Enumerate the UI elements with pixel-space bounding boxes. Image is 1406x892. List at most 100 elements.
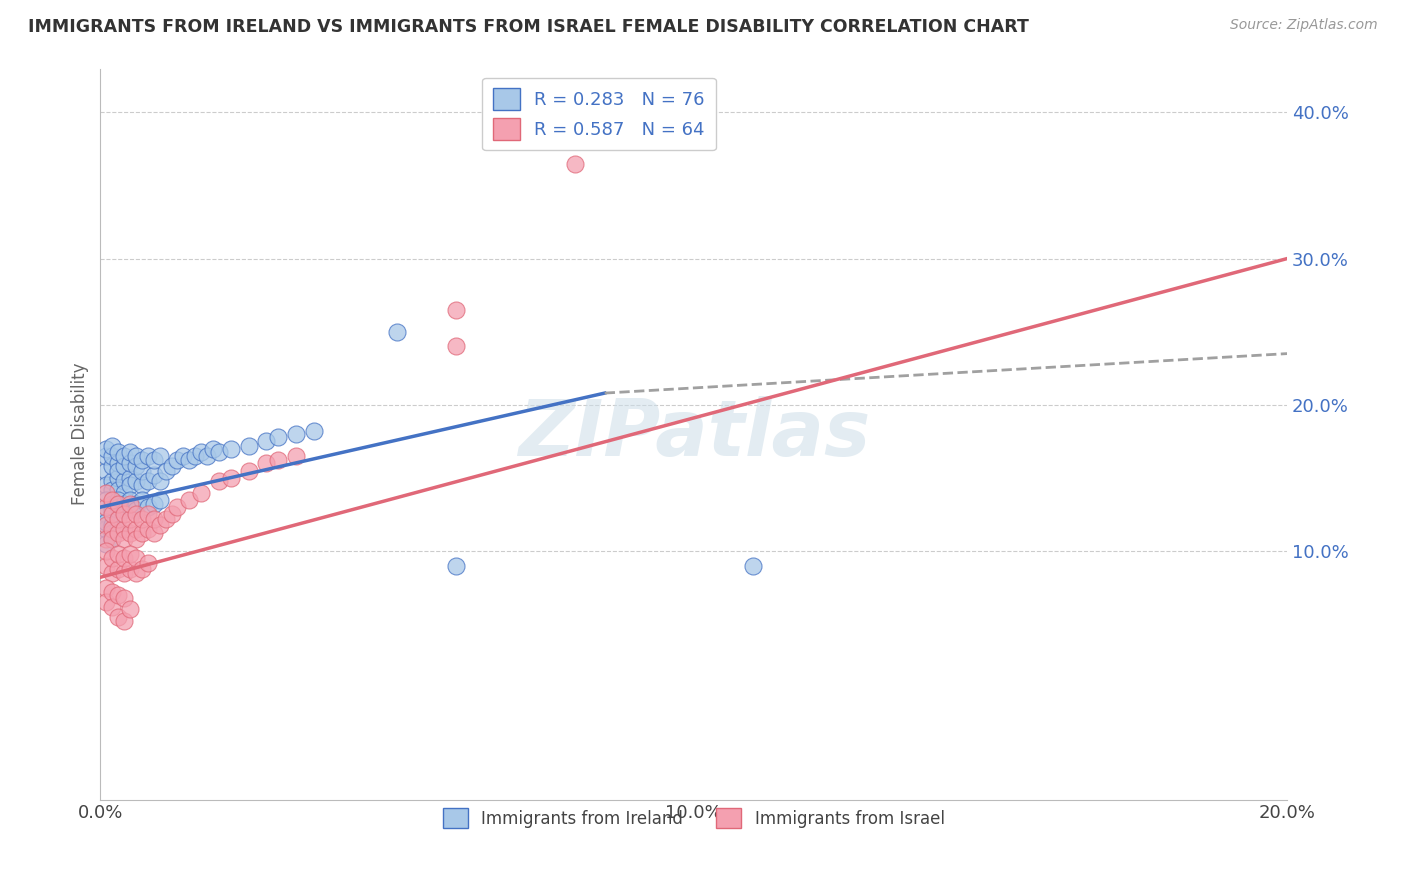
Point [179, 492, 201, 507]
Point [149, 449, 172, 463]
Point [118, 471, 141, 485]
Y-axis label: Female Disability: Female Disability [72, 363, 89, 505]
Point [179, 453, 201, 467]
Point [101, 474, 124, 488]
Point [112, 591, 135, 605]
Point [166, 500, 188, 515]
Point [136, 500, 159, 515]
Point [101, 522, 124, 536]
Point [112, 551, 135, 566]
Point [107, 444, 129, 458]
Point [238, 439, 260, 453]
Point [112, 566, 135, 580]
Point [96, 517, 118, 532]
Point [155, 464, 177, 478]
Point [136, 556, 159, 570]
Point [101, 517, 124, 532]
Point [101, 533, 124, 547]
Point [219, 471, 242, 485]
Point [118, 561, 141, 575]
Point [256, 434, 278, 449]
Point [96, 522, 118, 536]
Point [101, 526, 124, 541]
Point [131, 526, 153, 541]
Point [96, 478, 118, 492]
Point [131, 512, 153, 526]
Point [131, 464, 153, 478]
Point [136, 522, 159, 536]
Point [107, 456, 129, 470]
Point [149, 517, 172, 532]
Point [107, 500, 129, 515]
Point [107, 547, 129, 561]
Point [96, 581, 118, 595]
Point [107, 588, 129, 602]
Point [112, 497, 135, 511]
Point [118, 444, 141, 458]
Point [118, 492, 141, 507]
Point [112, 459, 135, 474]
Point [112, 474, 135, 488]
Point [107, 609, 129, 624]
Point [166, 453, 188, 467]
Point [125, 533, 148, 547]
Point [118, 500, 141, 515]
Point [267, 453, 290, 467]
Point [96, 485, 118, 500]
Point [96, 508, 118, 522]
Point [742, 558, 765, 573]
Point [107, 512, 129, 526]
Point [302, 424, 325, 438]
Point [142, 467, 165, 482]
Point [446, 339, 468, 353]
Point [125, 459, 148, 474]
Point [219, 442, 242, 456]
Point [118, 602, 141, 616]
Point [285, 449, 308, 463]
Point [160, 459, 183, 474]
Point [160, 508, 183, 522]
Point [446, 302, 468, 317]
Point [96, 515, 118, 529]
Point [125, 551, 148, 566]
Point [131, 492, 153, 507]
Point [101, 497, 124, 511]
Point [256, 456, 278, 470]
Point [446, 558, 468, 573]
Point [96, 442, 118, 456]
Point [96, 558, 118, 573]
Point [107, 526, 129, 541]
Point [101, 533, 124, 547]
Point [131, 478, 153, 492]
Point [131, 561, 153, 575]
Point [172, 449, 194, 463]
Point [267, 430, 290, 444]
Point [118, 512, 141, 526]
Point [96, 492, 118, 507]
Point [107, 522, 129, 536]
Point [101, 566, 124, 580]
Point [101, 551, 124, 566]
Point [101, 508, 124, 522]
Point [107, 471, 129, 485]
Point [142, 512, 165, 526]
Point [112, 522, 135, 536]
Point [101, 599, 124, 614]
Point [564, 156, 586, 170]
Point [208, 444, 231, 458]
Point [118, 497, 141, 511]
Point [131, 453, 153, 467]
Point [125, 503, 148, 517]
Point [118, 526, 141, 541]
Point [96, 595, 118, 609]
Point [101, 492, 124, 507]
Point [96, 500, 118, 515]
Point [96, 464, 118, 478]
Text: IMMIGRANTS FROM IRELAND VS IMMIGRANTS FROM ISRAEL FEMALE DISABILITY CORRELATION : IMMIGRANTS FROM IRELAND VS IMMIGRANTS FR… [28, 18, 1029, 36]
Point [107, 561, 129, 575]
Point [125, 508, 148, 522]
Point [118, 478, 141, 492]
Point [202, 442, 225, 456]
Point [112, 508, 135, 522]
Point [149, 474, 172, 488]
